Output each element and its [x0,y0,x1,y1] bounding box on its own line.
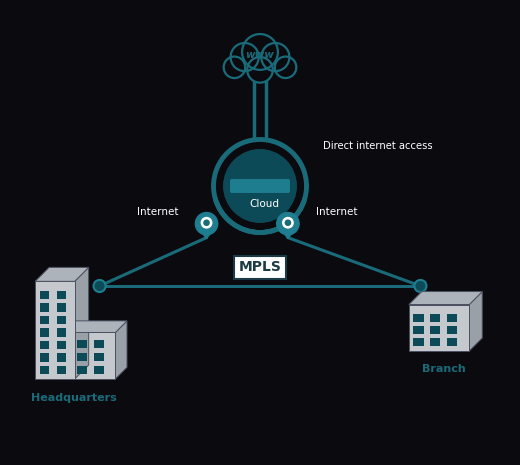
FancyBboxPatch shape [230,179,290,193]
FancyBboxPatch shape [430,338,440,346]
Text: Branch: Branch [422,364,465,374]
FancyBboxPatch shape [57,291,66,299]
FancyBboxPatch shape [40,341,49,349]
Circle shape [414,280,426,292]
Circle shape [285,220,291,226]
FancyBboxPatch shape [40,328,49,337]
FancyBboxPatch shape [94,366,104,374]
Polygon shape [469,292,482,351]
Circle shape [230,43,259,71]
Circle shape [224,150,296,222]
FancyBboxPatch shape [413,326,424,334]
FancyBboxPatch shape [409,305,469,351]
Text: Internet: Internet [316,206,357,217]
Polygon shape [196,224,218,239]
FancyBboxPatch shape [57,303,66,312]
Polygon shape [55,321,127,332]
Text: Internet: Internet [137,206,179,217]
FancyBboxPatch shape [60,340,71,348]
FancyBboxPatch shape [57,353,66,362]
FancyBboxPatch shape [94,340,104,348]
Text: Cloud: Cloud [250,199,280,209]
Polygon shape [409,292,482,305]
Polygon shape [277,224,299,239]
FancyBboxPatch shape [40,291,49,299]
Text: Headquarters: Headquarters [31,393,117,403]
Polygon shape [35,267,88,281]
FancyBboxPatch shape [447,338,457,346]
FancyBboxPatch shape [57,341,66,349]
FancyBboxPatch shape [40,316,49,324]
FancyBboxPatch shape [77,366,87,374]
FancyBboxPatch shape [447,314,457,322]
FancyBboxPatch shape [430,314,440,322]
Circle shape [201,218,212,228]
FancyBboxPatch shape [40,353,49,362]
Circle shape [277,213,299,235]
FancyBboxPatch shape [35,281,75,379]
FancyBboxPatch shape [447,326,457,334]
FancyBboxPatch shape [430,326,440,334]
Circle shape [275,57,296,78]
FancyBboxPatch shape [57,366,66,374]
Circle shape [224,57,245,78]
FancyBboxPatch shape [40,366,49,374]
FancyBboxPatch shape [77,353,87,361]
FancyBboxPatch shape [57,328,66,337]
Polygon shape [75,267,88,379]
FancyBboxPatch shape [413,314,424,322]
Text: Direct internet access: Direct internet access [323,141,433,152]
Circle shape [242,34,278,70]
FancyBboxPatch shape [55,332,115,379]
FancyBboxPatch shape [40,303,49,312]
Polygon shape [115,321,127,379]
FancyBboxPatch shape [94,353,104,361]
FancyBboxPatch shape [57,316,66,324]
Circle shape [261,43,290,71]
Circle shape [204,220,209,226]
Circle shape [196,213,218,235]
Circle shape [94,280,106,292]
FancyBboxPatch shape [60,353,71,361]
FancyBboxPatch shape [77,340,87,348]
Circle shape [283,218,293,228]
FancyBboxPatch shape [60,366,71,374]
Text: www: www [245,50,275,60]
FancyBboxPatch shape [413,338,424,346]
Circle shape [247,57,273,83]
Text: MPLS: MPLS [239,260,281,274]
Circle shape [216,142,304,230]
